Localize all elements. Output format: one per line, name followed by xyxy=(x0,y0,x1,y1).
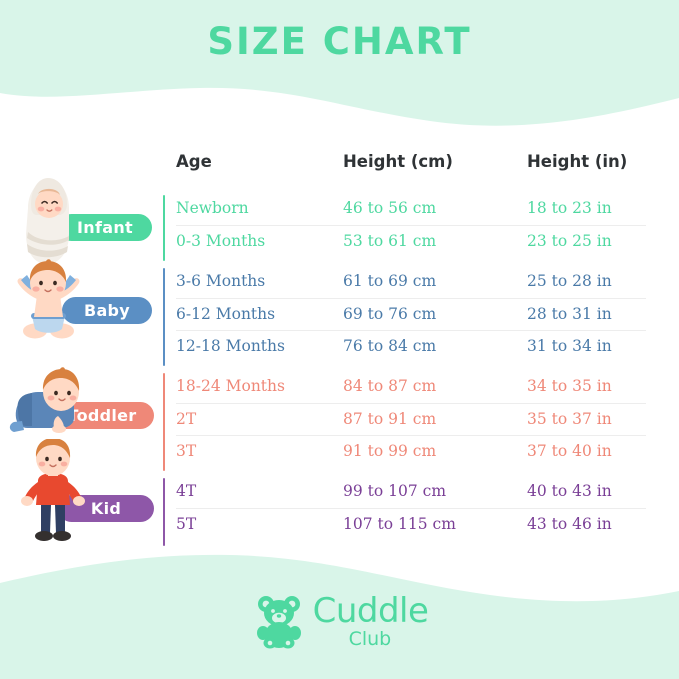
cell-age: 18-24 Months xyxy=(176,377,285,396)
table-row: 18-24 Months 84 to 87 cm 34 to 35 in xyxy=(176,370,666,403)
rows-toddler: 18-24 Months 84 to 87 cm 34 to 35 in 2T … xyxy=(176,370,666,468)
table-row: 5T 107 to 115 cm 43 to 46 in xyxy=(176,507,666,541)
logo-main-text: Cuddle xyxy=(312,590,429,631)
cell-height-cm: 87 to 91 cm xyxy=(343,409,437,428)
cell-height-in: 25 to 28 in xyxy=(527,272,612,291)
cell-height-in: 18 to 23 in xyxy=(527,199,612,218)
badge-area-baby: Baby xyxy=(0,259,163,370)
table-row: Newborn 46 to 56 cm 18 to 23 in xyxy=(176,192,666,225)
brand-logo[interactable]: Cuddle Club xyxy=(0,593,679,649)
bottom-wave-shape xyxy=(0,554,679,679)
table-sections: Infant Newborn 46 to 56 cm 18 to 23 in 0… xyxy=(0,178,679,550)
size-table: Age Height (cm) Height (in) xyxy=(0,140,679,560)
cell-height-cm: 76 to 84 cm xyxy=(343,337,437,356)
cell-age: 2T xyxy=(176,409,197,428)
standing-kid-icon xyxy=(21,439,85,541)
section-divider-toddler xyxy=(163,373,165,471)
column-header-height-cm: Height (cm) xyxy=(343,152,453,171)
table-row: 0-3 Months 53 to 61 cm 23 to 25 in xyxy=(176,224,666,258)
table-row: 12-18 Months 76 to 84 cm 31 to 34 in xyxy=(176,330,666,363)
column-header-age: Age xyxy=(176,152,212,171)
table-row: 3-6 Months 61 to 69 cm 25 to 28 in xyxy=(176,265,666,298)
table-row: 4T 99 to 107 cm 40 to 43 in xyxy=(176,475,666,508)
badge-baby[interactable]: Baby xyxy=(62,297,152,324)
badge-area-infant: Infant xyxy=(0,178,163,265)
teddy-bear-icon xyxy=(256,596,301,649)
cell-age: 3T xyxy=(176,442,197,461)
section-toddler: Toddler 18-24 Months 84 to 87 cm 34 to 3… xyxy=(0,367,679,475)
rows-kid: 4T 99 to 107 cm 40 to 43 in 5T 107 to 11… xyxy=(176,475,666,540)
table-row: 3T 91 to 99 cm 37 to 40 in xyxy=(176,435,666,468)
logo-sub-text: Club xyxy=(348,627,392,650)
cell-height-in: 40 to 43 in xyxy=(527,482,612,501)
cell-height-in: 37 to 40 in xyxy=(527,442,612,461)
section-infant: Infant Newborn 46 to 56 cm 18 to 23 in 0… xyxy=(0,178,679,265)
badge-infant[interactable]: Infant xyxy=(58,214,152,241)
cell-height-cm: 99 to 107 cm xyxy=(343,482,447,501)
top-wave-shape xyxy=(0,0,679,126)
cell-age: 0-3 Months xyxy=(176,231,266,250)
cell-height-cm: 107 to 115 cm xyxy=(343,514,456,533)
section-kid: Kid 4T 99 to 107 cm 40 to 43 in 5T 107 t… xyxy=(0,439,679,550)
cell-height-cm: 61 to 69 cm xyxy=(343,272,437,291)
cell-height-cm: 69 to 76 cm xyxy=(343,304,437,323)
top-banner xyxy=(0,0,679,140)
rows-infant: Newborn 46 to 56 cm 18 to 23 in 0-3 Mont… xyxy=(176,192,666,257)
section-baby: Baby 3-6 Months 61 to 69 cm 25 to 28 in … xyxy=(0,259,679,370)
section-divider-infant xyxy=(163,195,165,261)
cell-height-cm: 46 to 56 cm xyxy=(343,199,437,218)
section-divider-baby xyxy=(163,268,165,366)
cell-height-in: 34 to 35 in xyxy=(527,377,612,396)
section-divider-kid xyxy=(163,478,165,546)
cell-age: 3-6 Months xyxy=(176,272,266,291)
cell-height-cm: 53 to 61 cm xyxy=(343,231,437,250)
cell-age: 6-12 Months xyxy=(176,304,276,323)
column-header-height-in: Height (in) xyxy=(527,152,628,171)
crawling-toddler-icon xyxy=(9,367,80,433)
cell-height-in: 31 to 34 in xyxy=(527,337,612,356)
page-title: SIZE CHART xyxy=(207,20,472,63)
cell-height-in: 35 to 37 in xyxy=(527,409,612,428)
cell-age: Newborn xyxy=(176,199,249,218)
bottom-banner xyxy=(0,539,679,679)
cell-age: 12-18 Months xyxy=(176,337,285,356)
cell-age: 5T xyxy=(176,514,197,533)
sitting-baby-icon xyxy=(17,259,80,339)
cell-height-cm: 91 to 99 cm xyxy=(343,442,437,461)
badge-area-toddler: Toddler xyxy=(0,367,163,475)
table-row: 6-12 Months 69 to 76 cm 28 to 31 in xyxy=(176,297,666,331)
cell-height-in: 43 to 46 in xyxy=(527,514,612,533)
table-row: 2T 87 to 91 cm 35 to 37 in xyxy=(176,402,666,436)
cell-age: 4T xyxy=(176,482,197,501)
cell-height-in: 28 to 31 in xyxy=(527,304,612,323)
cell-height-cm: 84 to 87 cm xyxy=(343,377,437,396)
rows-baby: 3-6 Months 61 to 69 cm 25 to 28 in 6-12 … xyxy=(176,265,666,363)
badge-area-kid: Kid xyxy=(0,439,163,550)
logo-text: Cuddle Club xyxy=(313,594,429,649)
table-header-row: Age Height (cm) Height (in) xyxy=(0,152,679,184)
swaddled-baby-icon xyxy=(26,178,69,264)
cell-height-in: 23 to 25 in xyxy=(527,231,612,250)
